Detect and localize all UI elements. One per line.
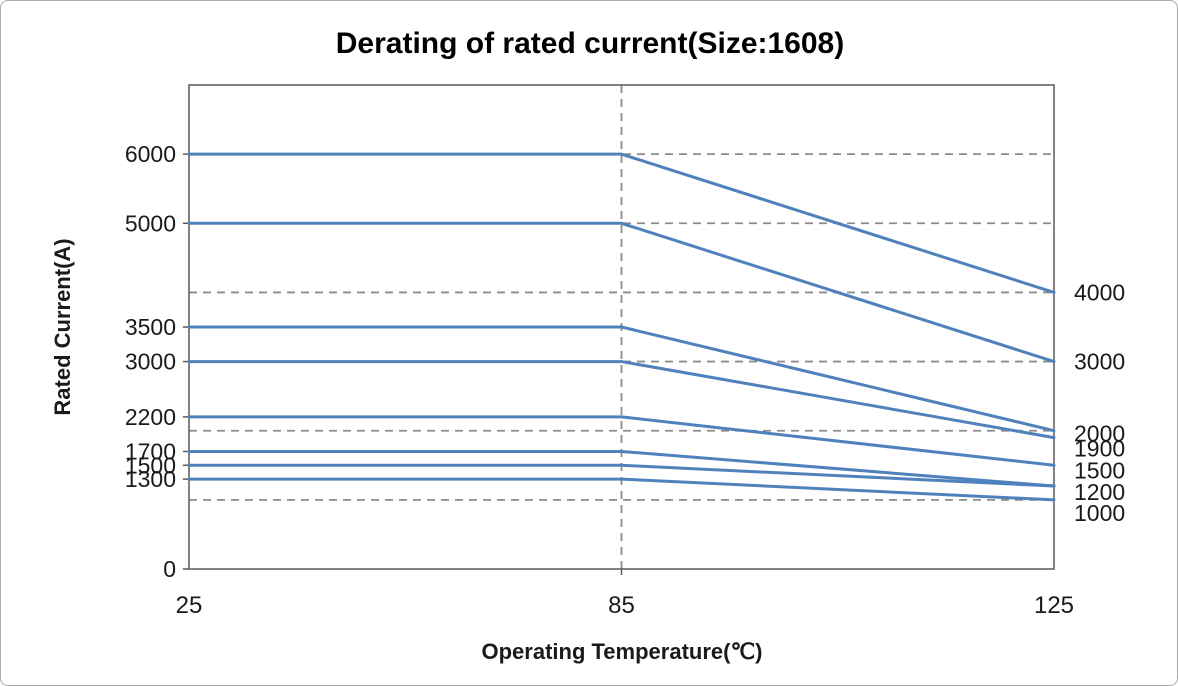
series-line-2200a-rated [187, 415, 1056, 467]
series-line-3500a-rated [187, 325, 1056, 433]
series-line-1300a-rated [187, 477, 1056, 502]
x-axis-label-85: 85 [608, 592, 635, 619]
series-line-5000a-rated [187, 221, 1056, 364]
y-axis-label-0: 0 [163, 556, 176, 582]
y-axis-label-1300: 1300 [125, 466, 176, 492]
y-axis-label-5000: 5000 [125, 210, 176, 236]
y-axis-label-1700: 1700 [125, 438, 176, 464]
y-axis-label-1500: 1500 [125, 452, 176, 478]
right-end-label-2000: 2000 [1074, 421, 1125, 447]
series-line-1500a-rated [187, 463, 1056, 488]
x-axis-label-25: 25 [176, 592, 203, 619]
y-axis-label-3500: 3500 [125, 314, 176, 340]
x-axis-title: Operating Temperature(℃) [481, 639, 763, 664]
y-axis-label-6000: 6000 [125, 141, 176, 167]
right-end-label-4000: 4000 [1074, 279, 1125, 305]
right-end-label-1900: 1900 [1074, 436, 1125, 462]
right-end-label-1200: 1200 [1074, 479, 1125, 505]
series-line-1700a-rated [187, 449, 1056, 488]
y-axis-label-3000: 3000 [125, 349, 176, 375]
right-end-label-3000: 3000 [1074, 349, 1125, 375]
chart-title: Derating of rated current(Size:1608) [335, 27, 845, 60]
right-end-label-1000: 1000 [1074, 500, 1125, 526]
series-line-3000a-rated [187, 360, 1056, 440]
right-end-label-1500: 1500 [1074, 457, 1125, 483]
series-line-6000a-rated [187, 152, 1056, 294]
x-axis-label-125: 125 [1034, 592, 1074, 619]
y-axis-label-2200: 2200 [125, 404, 176, 430]
